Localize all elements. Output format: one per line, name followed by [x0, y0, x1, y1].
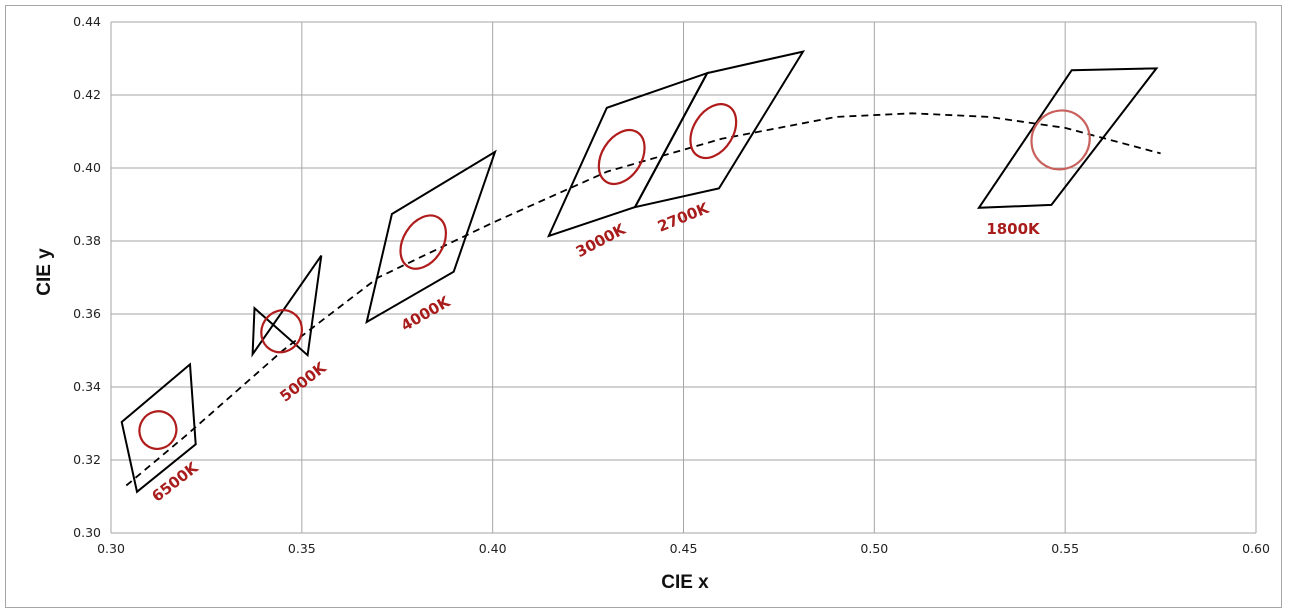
quadrangle-2700K — [633, 50, 806, 209]
cct-label-5000K: 5000K — [276, 358, 330, 406]
y-tick-label: 0.32 — [73, 452, 101, 467]
y-tick-label: 0.40 — [73, 160, 101, 175]
quadrangle-5000K — [251, 255, 323, 358]
chart-frame — [5, 5, 1282, 608]
y-tick-label: 0.34 — [73, 379, 101, 394]
ellipse-1800K — [1030, 109, 1091, 171]
x-tick-label: 0.35 — [288, 541, 316, 556]
cct-label-1800K: 1800K — [986, 220, 1041, 238]
grid — [110, 21, 1257, 534]
x-tick-label: 0.40 — [479, 541, 507, 556]
planckian-locus — [125, 112, 1161, 487]
x-axis-title: CIE x — [661, 572, 709, 593]
y-tick-label: 0.44 — [73, 14, 101, 29]
x-tick-label: 0.50 — [860, 541, 888, 556]
y-tick-label: 0.38 — [73, 233, 101, 248]
x-tick-label: 0.30 — [97, 541, 125, 556]
x-tick-label: 0.45 — [670, 541, 698, 556]
x-tick-label: 0.55 — [1051, 541, 1079, 556]
quadrangle-1800K — [976, 67, 1159, 209]
y-tick-label: 0.42 — [73, 87, 101, 102]
x-tick-label: 0.60 — [1242, 541, 1270, 556]
quadrangles — [120, 50, 1159, 494]
ellipse-6500K — [138, 410, 178, 451]
quadrangle-6500K — [120, 362, 197, 494]
planckian-locus-curve — [125, 112, 1161, 487]
y-axis-title: CIE y — [34, 248, 55, 296]
ellipse-3000K — [597, 129, 646, 185]
tick-labels: 0.30 0.35 0.40 0.45 0.50 0.55 0.60 0.30 0.32 0.34… — [73, 14, 1270, 556]
y-tick-label: 0.30 — [73, 525, 101, 540]
ellipse-2700K — [689, 103, 738, 160]
ellipse-5000K — [260, 309, 303, 354]
y-tick-label: 0.36 — [73, 306, 101, 321]
ellipse-4000K — [399, 214, 447, 270]
macadam-ellipses — [138, 103, 1091, 451]
quadrangle-4000K — [365, 149, 497, 325]
cct-label-6500K: 6500K — [148, 458, 202, 506]
